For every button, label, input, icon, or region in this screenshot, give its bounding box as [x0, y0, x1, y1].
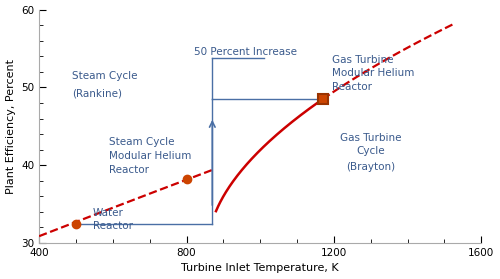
- Text: (Brayton): (Brayton): [346, 162, 396, 172]
- Text: Modular Helium: Modular Helium: [109, 151, 192, 161]
- Text: Steam Cycle: Steam Cycle: [72, 71, 138, 81]
- Text: 50 Percent Increase: 50 Percent Increase: [194, 47, 297, 57]
- Text: Water: Water: [92, 208, 124, 218]
- Text: Modular Helium: Modular Helium: [332, 68, 414, 78]
- Text: Cycle: Cycle: [356, 146, 385, 156]
- Text: Reactor: Reactor: [332, 81, 372, 92]
- Text: Reactor: Reactor: [109, 165, 149, 175]
- X-axis label: Turbine Inlet Temperature, K: Turbine Inlet Temperature, K: [182, 263, 339, 273]
- Text: Reactor: Reactor: [92, 221, 132, 231]
- Text: Gas Turbine: Gas Turbine: [340, 133, 402, 143]
- Text: Steam Cycle: Steam Cycle: [109, 137, 174, 147]
- Text: (Rankine): (Rankine): [72, 89, 122, 98]
- Text: Gas Turbine: Gas Turbine: [332, 55, 394, 65]
- Y-axis label: Plant Efficiency, Percent: Plant Efficiency, Percent: [6, 59, 16, 194]
